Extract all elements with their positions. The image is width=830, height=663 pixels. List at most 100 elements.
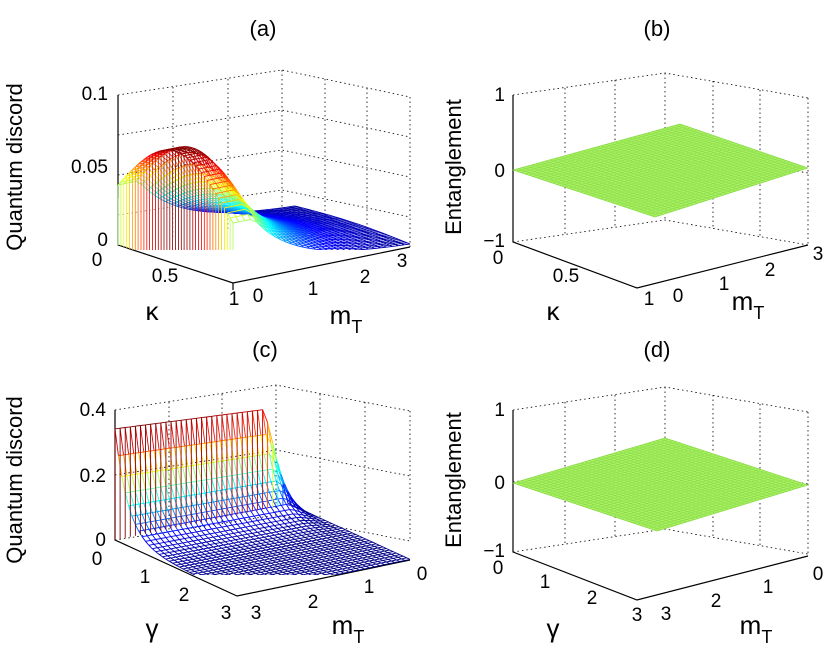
mesh-c-segment <box>216 548 221 552</box>
mesh-c-segment <box>233 458 239 460</box>
mesh-c-segment <box>248 554 255 557</box>
mesh-c-segment <box>277 535 283 538</box>
mesh-c-segment <box>284 547 290 550</box>
mesh-c-segment <box>296 579 299 581</box>
mesh-c-segment <box>359 554 365 557</box>
mesh-c-segment <box>202 463 208 480</box>
mesh-c-segment <box>316 545 322 548</box>
mesh-c-segment <box>284 539 290 542</box>
mesh-c-segment <box>321 551 327 554</box>
mesh-c-segment <box>167 530 173 533</box>
mesh-c-segment <box>287 541 294 544</box>
mesh-c-segment <box>318 563 324 566</box>
mesh-c-segment <box>263 492 269 502</box>
mesh-c-segment <box>177 543 182 548</box>
mesh-c-segment <box>174 551 178 555</box>
mesh-a-segment <box>274 224 282 228</box>
mesh-c-segment <box>194 546 200 548</box>
mesh-a-segment <box>184 154 191 157</box>
mesh-c-segment <box>308 530 314 532</box>
mesh-a-segment <box>241 204 249 209</box>
mesh-c-segment <box>206 572 212 575</box>
mesh-a-segment <box>287 224 294 227</box>
mesh-c-segment <box>326 563 333 566</box>
mesh-a-segment <box>306 245 313 248</box>
mesh-c-segment <box>270 506 275 513</box>
mesh-c-segment <box>313 529 319 531</box>
mesh-c-segment <box>279 569 285 572</box>
mesh-c-segment <box>357 543 363 546</box>
mesh-c-segment <box>207 524 212 530</box>
mesh-c-segment <box>226 545 233 548</box>
mesh-c-segment <box>247 557 253 559</box>
mesh-c-segment <box>265 507 270 514</box>
mesh-a-segment <box>298 233 305 236</box>
mesh-c-segment <box>135 489 141 492</box>
mesh-a-segment <box>315 242 322 244</box>
plane-mesh-line <box>643 164 798 214</box>
mesh-c-segment <box>367 541 373 544</box>
mesh-c-segment <box>213 500 219 503</box>
mesh-a-segment <box>280 207 287 210</box>
mesh-c-segment <box>243 555 249 558</box>
mesh-a-segment <box>296 223 303 226</box>
mesh-c-segment <box>265 569 271 572</box>
mesh-c-segment <box>224 581 229 582</box>
mesh-a-segment <box>291 208 298 211</box>
mesh-a-segment <box>280 230 287 234</box>
mesh-c-segment <box>248 494 255 497</box>
mesh-c-segment <box>242 581 245 583</box>
mesh-c-segment <box>269 557 275 560</box>
mesh-a-segment <box>256 210 263 212</box>
mesh-a-segment <box>272 222 279 226</box>
mesh-c-segment <box>215 440 221 443</box>
mesh-a-segment <box>335 218 342 220</box>
mesh-c-segment <box>174 446 180 449</box>
mesh-c-segment <box>308 565 314 568</box>
mesh-a-segment <box>210 167 218 179</box>
mesh-a-segment <box>265 220 273 225</box>
mesh-c-segment <box>208 569 214 572</box>
mesh-c-segment <box>228 558 234 561</box>
mesh-c-segment <box>275 459 282 475</box>
mesh-c-segment <box>253 515 258 521</box>
mesh-c-segment <box>231 560 238 563</box>
mesh-c-segment <box>230 540 234 544</box>
mesh-c-segment <box>191 553 195 557</box>
mesh-a-segment <box>297 245 304 248</box>
mesh-c-segment <box>229 588 232 590</box>
mesh-a-segment <box>314 212 321 214</box>
mesh-a-segment <box>152 162 160 168</box>
mesh-c-segment <box>185 515 190 523</box>
mesh-c-segment <box>276 530 282 533</box>
mesh-c-segment <box>223 566 229 569</box>
mesh-c-segment <box>321 544 327 547</box>
mesh-c-segment <box>175 555 182 558</box>
mesh-c-segment <box>255 434 261 437</box>
mesh-c-segment <box>199 553 205 556</box>
mesh-c-segment <box>362 549 368 552</box>
mesh-c-segment <box>231 536 236 541</box>
mesh-c-segment <box>374 544 380 547</box>
mesh-c-segment <box>245 574 246 575</box>
mesh-c-segment <box>181 562 187 565</box>
mesh-c-segment <box>189 521 194 528</box>
mesh-c-segment <box>308 537 314 540</box>
mesh-a-segment <box>280 225 288 229</box>
mesh-c-segment <box>211 415 217 417</box>
mesh-c-segment <box>242 558 248 560</box>
mesh-c-segment <box>272 559 278 562</box>
mesh-c-segment <box>206 557 212 560</box>
mesh-c-segment <box>192 505 197 514</box>
mesh-c-segment <box>315 554 321 557</box>
mesh-c-segment <box>265 540 272 543</box>
mesh-c-segment <box>165 421 172 423</box>
mesh-c-segment <box>211 478 216 492</box>
mesh-a-segment <box>282 210 289 213</box>
mesh-c-segment <box>150 424 155 451</box>
mesh-c-segment <box>284 561 290 564</box>
mesh-c-segment <box>194 493 200 496</box>
mesh-c-segment <box>114 428 119 456</box>
mesh-c-segment <box>276 553 282 556</box>
mesh-c-segment <box>238 556 244 559</box>
